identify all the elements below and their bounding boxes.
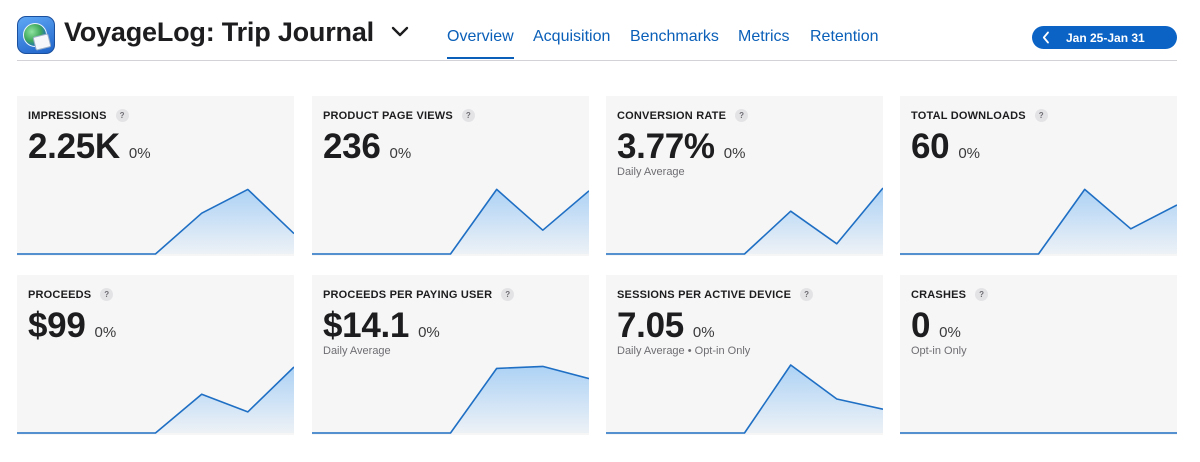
- metric-card-sessions-per-active-device[interactable]: SESSIONS PER ACTIVE DEVICE? 7.05 0% Daily…: [606, 275, 883, 435]
- card-label: CRASHES: [911, 289, 967, 301]
- journal-page-icon: [32, 33, 52, 51]
- card-subtitle: Daily Average • Opt-in Only: [617, 345, 751, 357]
- help-icon[interactable]: ?: [800, 288, 814, 301]
- card-change: 0%: [389, 145, 412, 162]
- app-title: VoyageLog: Trip Journal: [64, 17, 374, 47]
- metric-card-conversion-rate[interactable]: CONVERSION RATE? 3.77% 0% Daily Average: [606, 96, 883, 256]
- card-value: $14.1: [323, 306, 410, 345]
- sparkline-chart: [17, 366, 294, 434]
- card-label: CONVERSION RATE: [617, 110, 727, 122]
- sparkline-area: [312, 366, 589, 433]
- help-icon[interactable]: ?: [501, 288, 515, 301]
- sparkline-line: [312, 365, 589, 434]
- help-icon[interactable]: ?: [100, 288, 114, 301]
- card-subtitle: Daily Average: [323, 345, 391, 357]
- card-subtitle: Daily Average: [617, 166, 685, 178]
- sparkline-chart: [606, 364, 883, 434]
- card-change: 0%: [692, 324, 715, 341]
- sparkline-chart: [17, 188, 294, 255]
- sparkline-area: [900, 189, 1177, 254]
- sparkline-chart: [312, 188, 589, 255]
- sparkline-area: [606, 188, 883, 254]
- tab-metrics[interactable]: Metrics: [738, 28, 790, 45]
- sparkline-area: [17, 189, 294, 254]
- sparkline-area: [606, 365, 883, 433]
- card-change: 0%: [94, 324, 117, 341]
- chevron-left-icon[interactable]: [1042, 31, 1050, 44]
- card-label: PROCEEDS: [28, 289, 92, 301]
- card-subtitle: Opt-in Only: [911, 345, 967, 357]
- app-icon: [17, 16, 55, 54]
- card-change: 0%: [723, 145, 746, 162]
- date-range-label: Jan 25-Jan 31: [1066, 31, 1145, 45]
- sparkline-chart: [900, 432, 1177, 434]
- active-tab-indicator: [447, 57, 514, 59]
- sparkline-line: [606, 187, 883, 255]
- header-divider: [17, 60, 1177, 61]
- card-change: 0%: [128, 145, 151, 162]
- sparkline-line: [312, 188, 589, 255]
- help-icon[interactable]: ?: [461, 109, 475, 122]
- card-label: PRODUCT PAGE VIEWS: [323, 110, 453, 122]
- metric-card-total-downloads[interactable]: TOTAL DOWNLOADS? 60 0%: [900, 96, 1177, 256]
- card-value: 236: [323, 127, 381, 166]
- card-label: SESSIONS PER ACTIVE DEVICE: [617, 289, 792, 301]
- sparkline-line: [900, 188, 1177, 255]
- chevron-down-icon[interactable]: [391, 26, 409, 38]
- metric-card-proceeds-per-paying-user[interactable]: PROCEEDS PER PAYING USER? $14.1 0% Daily …: [312, 275, 589, 435]
- sparkline-chart: [900, 188, 1177, 255]
- card-change: 0%: [418, 324, 440, 341]
- sparkline-chart: [606, 187, 883, 255]
- sparkline-line: [17, 366, 294, 434]
- metric-card-product-page-views[interactable]: PRODUCT PAGE VIEWS? 236 0%: [312, 96, 589, 256]
- card-change: 0%: [958, 145, 981, 162]
- metric-card-crashes[interactable]: CRASHES? 0 0% Opt-in Only: [900, 275, 1177, 435]
- card-value: 3.77%: [617, 127, 715, 166]
- tab-overview[interactable]: Overview: [447, 28, 514, 45]
- card-label: IMPRESSIONS: [28, 110, 107, 122]
- help-icon[interactable]: ?: [115, 109, 129, 122]
- help-icon[interactable]: ?: [1034, 109, 1048, 122]
- card-change: 0%: [939, 324, 961, 341]
- sparkline-area: [312, 189, 589, 254]
- app-header: VoyageLog: Trip Journal Overview Acquisi…: [0, 0, 1200, 62]
- card-value: 60: [911, 127, 950, 166]
- sparkline-line: [17, 188, 294, 255]
- sparkline-chart: [312, 365, 589, 434]
- metric-card-proceeds[interactable]: PROCEEDS? $99 0%: [17, 275, 294, 435]
- sparkline-line: [606, 364, 883, 434]
- card-value: 0: [911, 306, 931, 345]
- card-label: PROCEEDS PER PAYING USER: [323, 289, 493, 301]
- date-range-selector[interactable]: Jan 25-Jan 31: [1032, 26, 1177, 49]
- help-icon[interactable]: ?: [735, 109, 749, 122]
- card-value: 2.25K: [28, 127, 120, 166]
- card-value: $99: [28, 306, 86, 345]
- tab-acquisition[interactable]: Acquisition: [533, 28, 611, 45]
- metric-card-impressions[interactable]: IMPRESSIONS? 2.25K 0%: [17, 96, 294, 256]
- help-icon[interactable]: ?: [975, 288, 989, 301]
- tab-benchmarks[interactable]: Benchmarks: [630, 28, 719, 45]
- tab-retention[interactable]: Retention: [810, 28, 879, 45]
- card-label: TOTAL DOWNLOADS: [911, 110, 1026, 122]
- sparkline-area: [17, 367, 294, 433]
- card-value: 7.05: [617, 306, 684, 345]
